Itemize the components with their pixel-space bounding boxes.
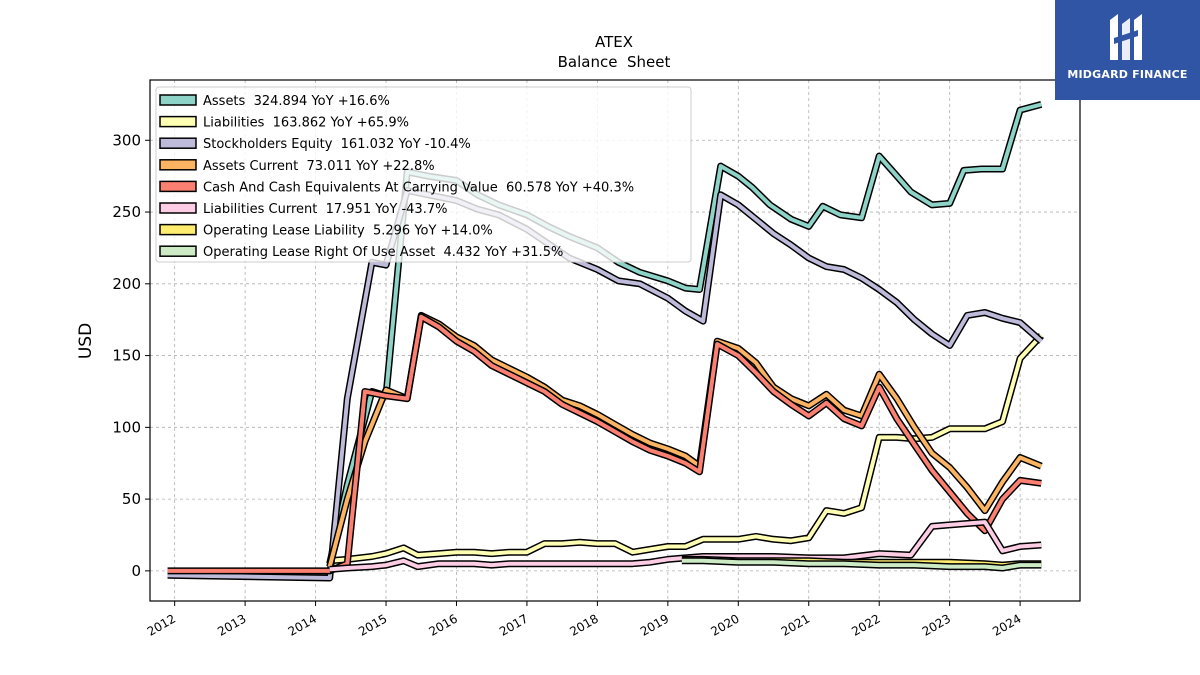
y-tick-label: 100: [112, 418, 141, 436]
y-tick-label: 0: [131, 562, 141, 580]
x-tick-label: 2015: [356, 611, 389, 638]
legend-box: [155, 86, 692, 263]
y-tick-label: 300: [112, 131, 141, 149]
y-tick-label: 250: [112, 203, 141, 221]
y-tick-label: 50: [122, 490, 141, 508]
series-liabilities-current: [329, 518, 1042, 573]
x-axis: 2012 2013 2014 2015 2016 2017 2018 2019 2020 2021…: [145, 601, 1024, 639]
x-tick-label: 2014: [286, 611, 319, 638]
legend-label: Assets Current 73.011 YoY +22.8%: [203, 159, 435, 174]
legend-swatch: [159, 180, 197, 193]
plot-frame: [149, 79, 1081, 602]
midgard-logo-icon: [1110, 14, 1142, 60]
series-line: [167, 314, 1042, 573]
x-tick-label: 2018: [567, 611, 600, 638]
y-tick-label: 200: [112, 275, 141, 293]
brand-name: MIDGARD FINANCE: [1067, 68, 1188, 81]
legend: Assets 324.894 YoY +16.6% Liabilities 163…: [155, 86, 692, 263]
x-tick-label: 2022: [849, 611, 882, 638]
legend-label: Cash And Cash Equivalents At Carrying Va…: [203, 180, 634, 195]
x-tick-label: 2020: [708, 611, 741, 638]
legend-label: Operating Lease Liability 5.296 YoY +14.…: [203, 224, 493, 239]
legend-swatch: [159, 245, 197, 257]
x-tick-label: 2021: [779, 611, 812, 638]
legend-swatch: [159, 223, 197, 236]
y-axis-label: USD: [76, 323, 96, 359]
series-operating-lease-right-of-use-asset: [681, 557, 1042, 572]
legend-swatch: [159, 137, 197, 149]
brand-logo: MIDGARD FINANCE: [1055, 0, 1200, 100]
x-tick-label: 2019: [638, 611, 671, 638]
x-tick-label: 2016: [427, 611, 460, 638]
x-tick-label: 2017: [497, 611, 530, 638]
chart-title: ATEX: [595, 33, 633, 51]
legend-swatch: [159, 115, 197, 128]
y-tick-label: 150: [112, 347, 141, 365]
legend-swatch: [159, 94, 197, 106]
legend-swatch: [159, 159, 197, 171]
x-tick-label: 2023: [920, 611, 953, 638]
chart-subtitle: Balance Sheet: [558, 53, 671, 71]
series-cash-and-cash-equivalents-at-carrying-value: [167, 313, 1042, 575]
legend-label: Liabilities 163.862 YoY +65.9%: [203, 116, 409, 131]
series-outline: [167, 313, 1042, 575]
x-tick-label: 2012: [145, 611, 178, 638]
series-line: [681, 558, 1042, 570]
legend-label: Operating Lease Right Of Use Asset 4.432…: [203, 245, 563, 260]
legend-label: Stockholders Equity 161.032 YoY -10.4%: [203, 137, 471, 152]
y-axis: 0 50 100 150 200 250 300: [112, 131, 150, 580]
x-tick-label: 2013: [215, 611, 248, 638]
x-tick-label: 2024: [990, 611, 1023, 638]
series-line: [329, 520, 1042, 572]
legend-swatch: [159, 202, 197, 214]
legend-label: Liabilities Current 17.951 YoY -43.7%: [203, 202, 447, 217]
legend-label: Assets 324.894 YoY +16.6%: [203, 94, 390, 109]
